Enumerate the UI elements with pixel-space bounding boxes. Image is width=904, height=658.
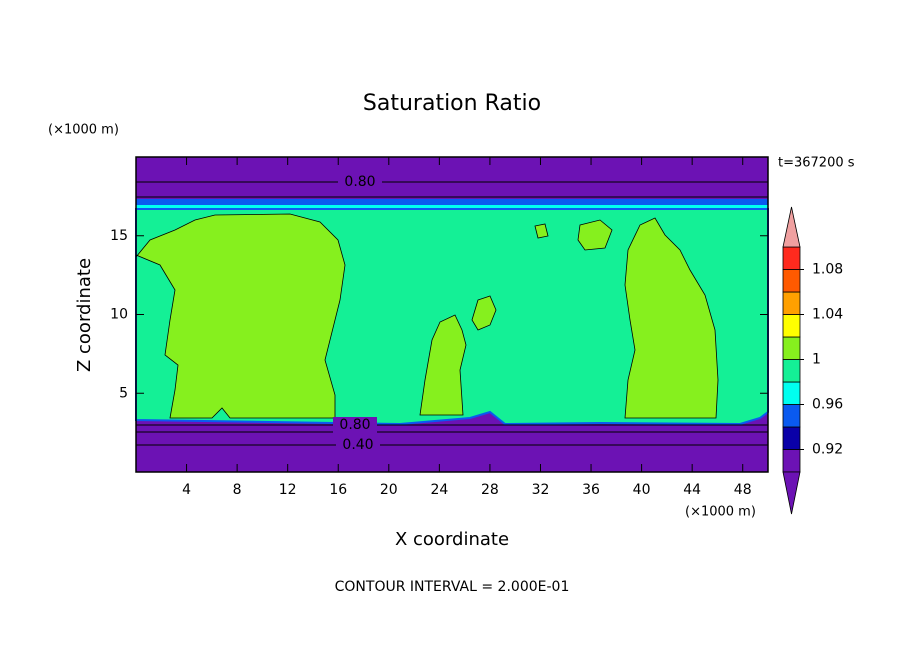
y-tick-label: 10 <box>110 307 128 323</box>
colorbar-box <box>782 381 801 405</box>
x-tick-label: 32 <box>532 482 550 498</box>
colorbar-tick-label: 1.08 <box>812 262 843 278</box>
x-tick-label: 40 <box>633 482 651 498</box>
colorbar-box <box>782 336 801 360</box>
contour-label-bg <box>333 417 377 433</box>
colorbar-tick-label: 0.92 <box>812 442 843 458</box>
colorbar-tick-label: 0.96 <box>812 397 843 413</box>
x-tick-label: 20 <box>380 482 398 498</box>
contour-label: 0.80 <box>339 417 370 433</box>
x-tick-label: 36 <box>582 482 600 498</box>
field-band <box>136 205 768 209</box>
field-region <box>624 217 719 419</box>
y-units: (×1000 m) <box>48 123 119 138</box>
field-region <box>471 295 497 331</box>
colorbar-box <box>782 359 801 383</box>
x-tick-label: 24 <box>430 482 448 498</box>
colorbar-box <box>782 404 801 428</box>
field-region <box>419 314 467 416</box>
x-axis-label: X coordinate <box>395 529 509 550</box>
colorbar-box <box>782 426 801 450</box>
y-tick-label: 15 <box>110 228 128 244</box>
chart-title: Saturation Ratio <box>363 91 541 116</box>
x-tick-label: 48 <box>734 482 752 498</box>
contour-label-bg <box>336 437 380 453</box>
field-region <box>577 219 613 251</box>
field-band <box>136 199 768 205</box>
field-region <box>135 213 346 419</box>
contour-label: 0.40 <box>342 437 373 453</box>
contour-label-bg <box>338 174 382 190</box>
colorbar-box <box>782 291 801 315</box>
time-label: t=367200 s <box>778 156 855 171</box>
footer: CONTOUR INTERVAL = 2.000E-01 <box>335 579 570 595</box>
colorbar-over <box>782 206 801 248</box>
colorbar-box <box>782 269 801 293</box>
field-region <box>534 223 549 239</box>
colorbar-tick-label: 1 <box>812 352 821 368</box>
colorbar-tick-label: 1.04 <box>812 307 843 323</box>
contour-line <box>136 181 768 446</box>
x-tick-label: 12 <box>279 482 297 498</box>
colorbar-box <box>782 246 801 270</box>
x-units: (×1000 m) <box>685 505 756 520</box>
x-tick-label: 8 <box>233 482 242 498</box>
contour-label: 0.80 <box>344 174 375 190</box>
x-tick-label: 16 <box>329 482 347 498</box>
y-axis-label: Z coordinate <box>74 258 95 372</box>
colorbar-under <box>782 471 801 515</box>
x-tick-label: 44 <box>683 482 701 498</box>
x-tick-label: 28 <box>481 482 499 498</box>
plot-field <box>135 157 769 472</box>
x-tick-label: 4 <box>182 482 191 498</box>
y-tick-label: 5 <box>119 385 128 401</box>
colorbar-box <box>782 314 801 338</box>
colorbar-box <box>782 449 801 473</box>
